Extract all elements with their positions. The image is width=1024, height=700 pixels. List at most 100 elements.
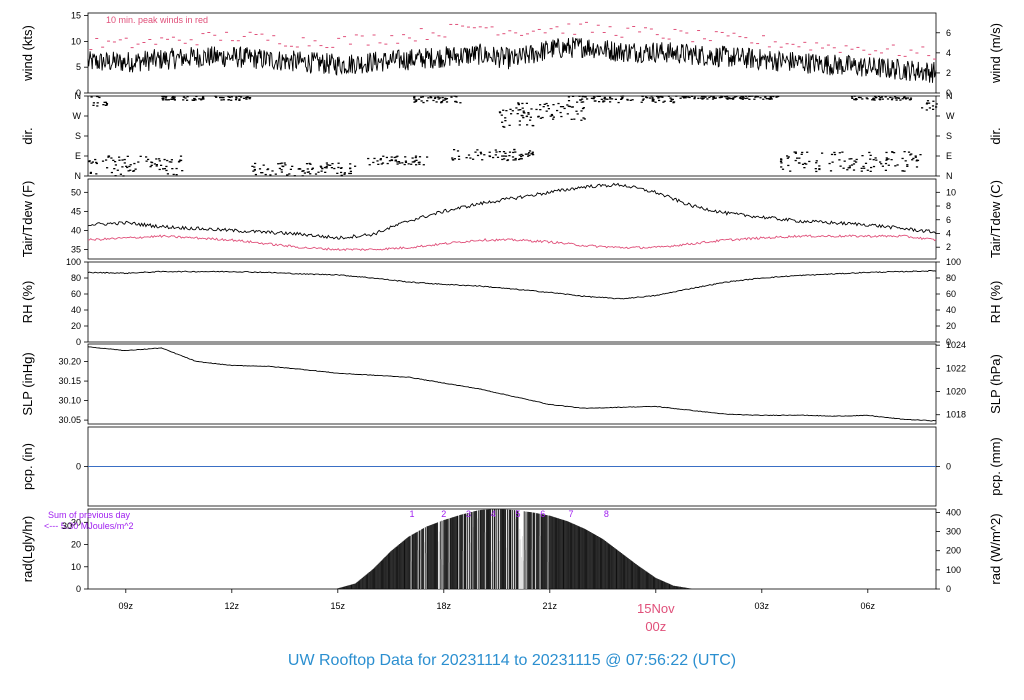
dir-point bbox=[851, 97, 854, 99]
dir-point bbox=[214, 95, 217, 97]
dir-point bbox=[654, 101, 657, 103]
dir-point bbox=[161, 99, 165, 101]
dir-point bbox=[90, 96, 93, 98]
dir-point bbox=[550, 113, 553, 116]
dir-point bbox=[325, 162, 328, 164]
pcp-ylabel-right: pcp. (mm) bbox=[988, 437, 1003, 496]
dir-point bbox=[935, 106, 938, 108]
dir-point bbox=[98, 96, 101, 99]
dir-point bbox=[284, 164, 287, 166]
dir-left-tick-label: E bbox=[75, 151, 81, 161]
rad-hour-mark: 7 bbox=[568, 509, 573, 519]
dir-point bbox=[581, 98, 584, 100]
dir-point bbox=[857, 96, 861, 99]
dir-point bbox=[91, 161, 94, 163]
rad-hour-mark: 8 bbox=[604, 509, 609, 519]
dir-point bbox=[850, 164, 854, 166]
dir-point bbox=[483, 154, 486, 156]
dir-point bbox=[571, 106, 574, 108]
dir-point bbox=[904, 97, 907, 99]
dir-point bbox=[411, 157, 414, 159]
dir-point bbox=[349, 167, 352, 169]
dir-point bbox=[661, 96, 664, 98]
dir-point bbox=[848, 167, 851, 169]
dir-point bbox=[349, 172, 352, 175]
dir-point bbox=[552, 104, 555, 106]
dir-point bbox=[530, 153, 533, 155]
wind-right-tick-label: 0 bbox=[946, 88, 951, 98]
dir-point bbox=[307, 171, 310, 173]
dir-point bbox=[626, 99, 629, 101]
dir-point bbox=[173, 98, 176, 100]
dir-point bbox=[570, 118, 573, 120]
dir-point bbox=[165, 169, 168, 172]
dir-point bbox=[815, 162, 818, 164]
dir-point bbox=[504, 152, 507, 154]
dir-point bbox=[200, 99, 203, 101]
rad-note-line1: Sum of previous day bbox=[48, 510, 131, 520]
pcp-left-tick-label: 0 bbox=[76, 462, 81, 472]
dir-point bbox=[149, 166, 152, 168]
dir-point bbox=[429, 96, 432, 98]
dir-point bbox=[367, 157, 370, 160]
dir-point bbox=[853, 160, 856, 162]
dir-point bbox=[546, 105, 550, 107]
rad-note-overlap: 30 bbox=[62, 521, 72, 531]
dir-point bbox=[372, 161, 375, 164]
dir-point bbox=[879, 97, 882, 99]
dir-point bbox=[708, 96, 711, 99]
dir-point bbox=[663, 100, 666, 102]
dir-point bbox=[114, 164, 117, 166]
dir-point bbox=[894, 97, 897, 99]
dir-point bbox=[421, 96, 424, 98]
dir-point bbox=[413, 96, 416, 99]
dir-point bbox=[422, 101, 425, 104]
dir-point bbox=[726, 98, 729, 100]
dir-point bbox=[539, 117, 542, 119]
dir-point bbox=[303, 172, 306, 174]
dir-point bbox=[545, 110, 548, 112]
dir-point bbox=[880, 163, 883, 165]
dir-point bbox=[675, 95, 678, 97]
dir-point bbox=[566, 113, 569, 115]
dir-point bbox=[253, 166, 256, 168]
dir-point bbox=[620, 95, 623, 97]
dir-point bbox=[925, 109, 928, 111]
dir-point bbox=[494, 154, 497, 156]
dir-point bbox=[932, 100, 935, 102]
dir-point bbox=[413, 160, 416, 162]
dir-point bbox=[465, 157, 468, 159]
dir-point bbox=[508, 151, 512, 153]
dir-point bbox=[129, 164, 132, 166]
dir-point bbox=[162, 168, 165, 170]
dir-point bbox=[422, 164, 425, 166]
dir-point bbox=[909, 97, 913, 99]
dir-point bbox=[528, 150, 532, 152]
rh-line bbox=[87, 270, 937, 300]
dir-point bbox=[514, 159, 517, 161]
dir-point bbox=[693, 98, 696, 100]
slp-frame bbox=[87, 343, 937, 425]
dir-point bbox=[879, 161, 882, 163]
dir-point bbox=[95, 162, 98, 165]
dir-point bbox=[759, 97, 762, 99]
dir-point bbox=[748, 98, 751, 100]
slp-right-tick-label: 1020 bbox=[946, 387, 966, 397]
temp-left-tick-label: 45 bbox=[71, 206, 81, 216]
rad-right-tick-label: 400 bbox=[946, 507, 961, 517]
dir-point bbox=[314, 173, 318, 175]
dir-point bbox=[105, 159, 108, 161]
dir-point bbox=[113, 168, 116, 170]
dir-point bbox=[376, 160, 379, 162]
dir-point bbox=[914, 156, 917, 158]
dir-point bbox=[794, 152, 797, 154]
dir-point bbox=[88, 160, 91, 162]
dir-point bbox=[742, 97, 745, 99]
dir-point bbox=[397, 161, 401, 163]
dir-point bbox=[557, 102, 560, 105]
dir-point bbox=[396, 163, 399, 165]
dir-point bbox=[457, 155, 461, 157]
temp-right-tick-label: 10 bbox=[946, 187, 956, 197]
dir-point bbox=[331, 163, 334, 165]
dir-point bbox=[283, 162, 286, 164]
